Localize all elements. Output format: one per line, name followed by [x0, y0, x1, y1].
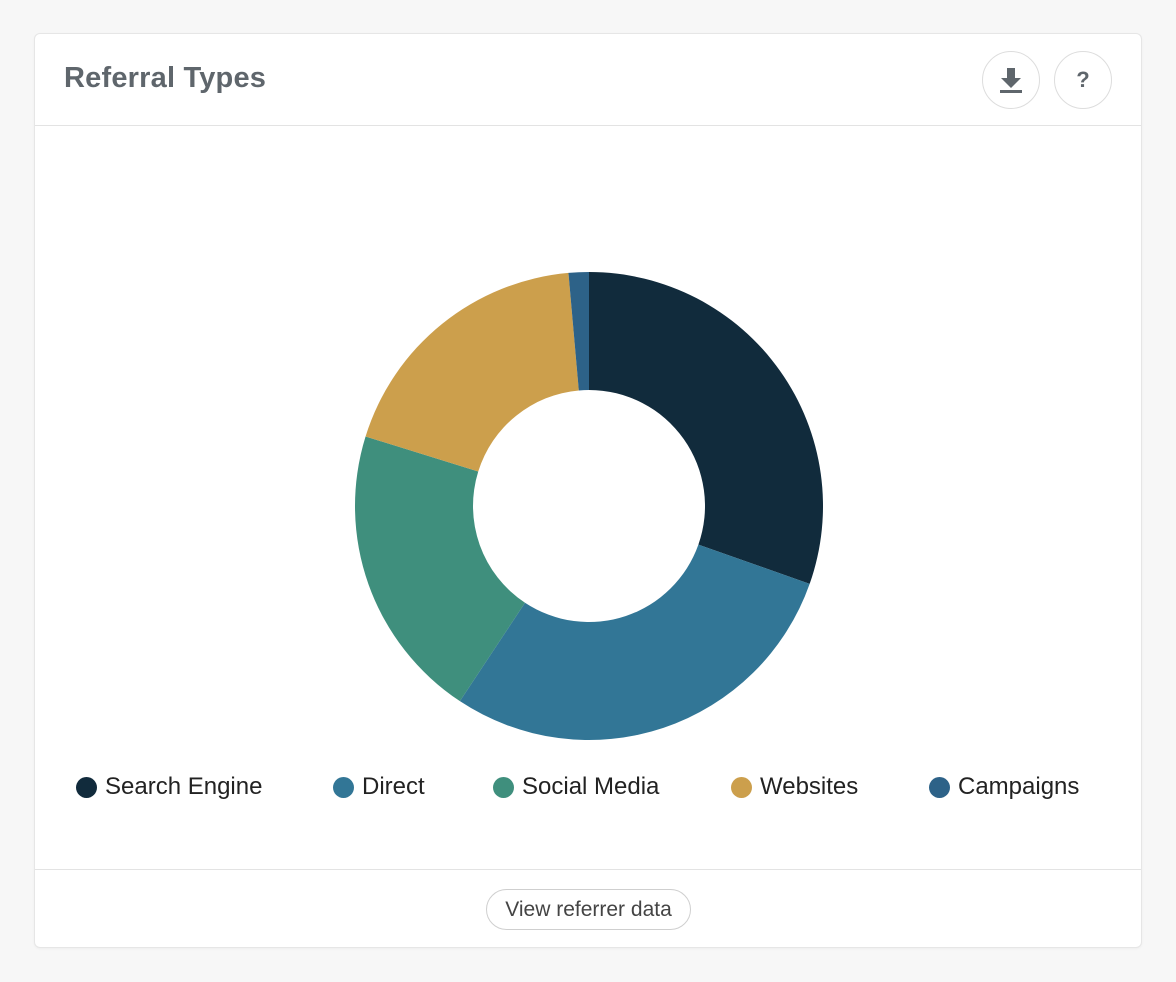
legend-swatch: [929, 776, 950, 798]
help-icon: ?: [1076, 67, 1090, 92]
legend-item-social-media[interactable]: Social Media: [493, 770, 659, 804]
chart-legend: Search Engine Direct Social Media Websites C…: [35, 770, 1141, 804]
legend-swatch: [731, 776, 752, 798]
legend-swatch: [333, 776, 354, 798]
legend-label: Search Engine: [105, 773, 263, 800]
legend-swatch: [493, 776, 514, 798]
card-title: Referral Types: [64, 62, 267, 94]
referral-types-card: Referral Types ? Search Engine Direct Soci…: [34, 33, 1142, 948]
slice-websites[interactable]: [365, 272, 579, 472]
slice-campaigns[interactable]: [568, 272, 589, 391]
card-footer: View referrer data: [35, 869, 1141, 949]
view-referrer-data-button[interactable]: View referrer data: [486, 889, 691, 930]
download-icon: [1000, 68, 1022, 93]
donut-chart: [354, 272, 824, 741]
help-button[interactable]: ?: [1054, 51, 1112, 109]
legend-swatch: [76, 776, 97, 798]
legend-item-search-engine[interactable]: Search Engine: [76, 770, 262, 804]
slice-direct[interactable]: [459, 544, 810, 741]
legend-item-campaigns[interactable]: Campaigns: [929, 770, 1079, 804]
download-button[interactable]: [982, 51, 1040, 109]
legend-label: Websites: [760, 773, 859, 800]
legend-item-websites[interactable]: Websites: [731, 770, 858, 804]
slice-search-engine[interactable]: [589, 272, 824, 584]
card-header: Referral Types ?: [35, 34, 1141, 126]
legend-label: Direct: [362, 773, 425, 800]
legend-label: Campaigns: [958, 773, 1080, 800]
legend-label: Social Media: [522, 773, 660, 800]
slice-social-media[interactable]: [354, 436, 526, 702]
legend-item-direct[interactable]: Direct: [333, 770, 425, 804]
